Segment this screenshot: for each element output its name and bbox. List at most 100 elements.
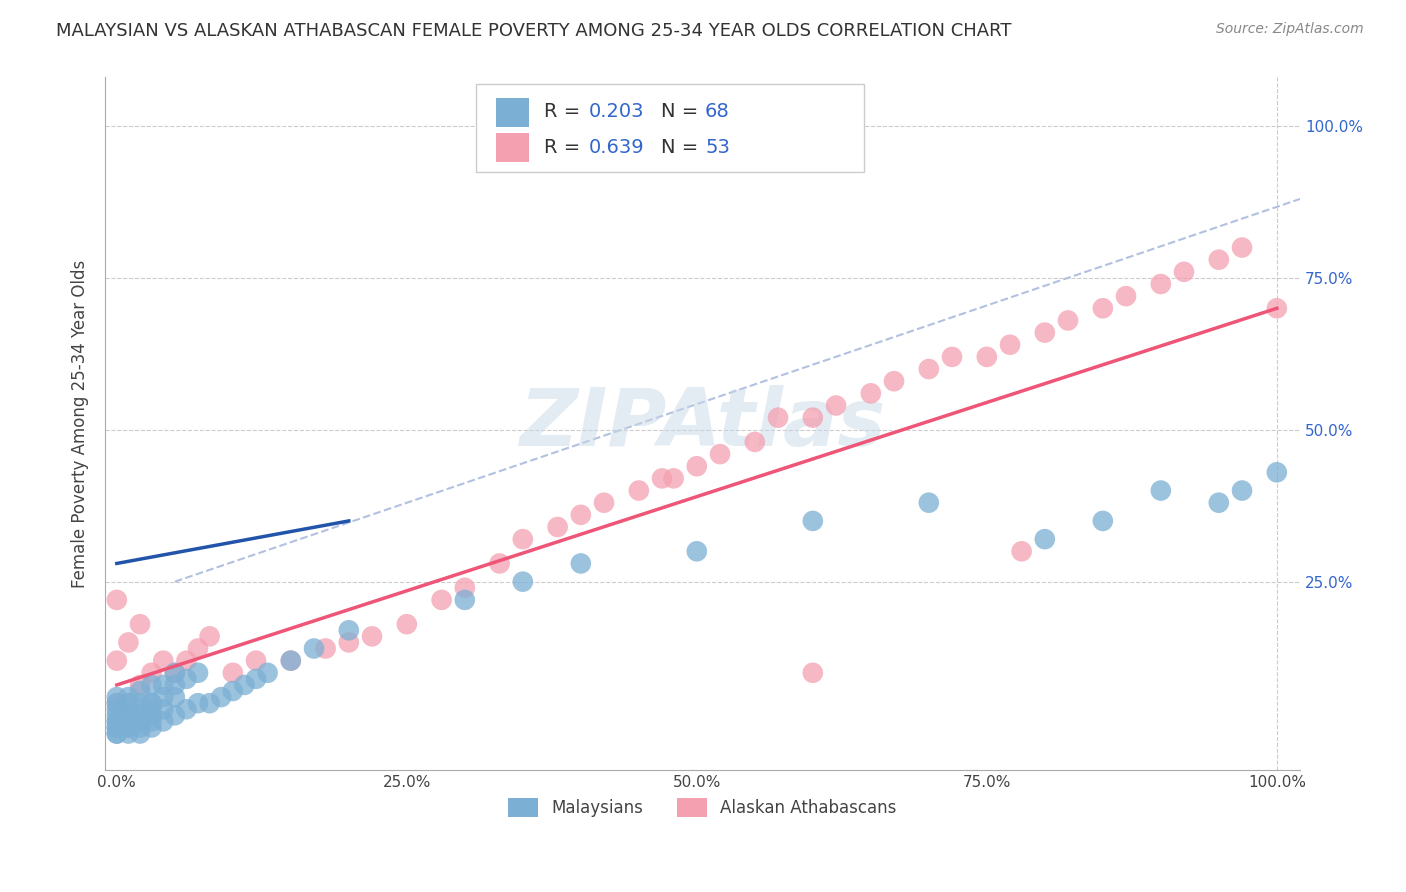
Point: [141, 696, 163, 710]
Point: [152, 702, 174, 716]
Point: [662, 471, 685, 485]
Point: [163, 708, 186, 723]
Point: [1091, 514, 1114, 528]
Point: [129, 702, 152, 716]
Point: [152, 690, 174, 704]
Point: [801, 665, 824, 680]
Point: [117, 690, 139, 704]
Point: [801, 514, 824, 528]
Point: [117, 708, 139, 723]
Point: [117, 708, 139, 723]
Text: R =: R =: [544, 102, 586, 121]
Point: [163, 690, 186, 704]
Point: [105, 593, 128, 607]
Point: [117, 726, 139, 740]
Point: [187, 696, 209, 710]
Point: [1150, 277, 1173, 291]
Point: [163, 665, 186, 680]
Point: [547, 520, 569, 534]
Point: [129, 721, 152, 735]
Point: [1265, 466, 1288, 480]
Point: [105, 714, 128, 729]
Point: [187, 641, 209, 656]
Point: [141, 696, 163, 710]
Text: N =: N =: [661, 102, 704, 121]
Point: [744, 434, 766, 449]
Point: [1150, 483, 1173, 498]
Point: [152, 654, 174, 668]
Point: [256, 665, 278, 680]
Point: [129, 696, 152, 710]
Point: [280, 654, 302, 668]
Point: [302, 641, 325, 656]
Point: [825, 399, 848, 413]
Point: [766, 410, 789, 425]
Point: [337, 624, 360, 638]
Point: [105, 696, 128, 710]
Point: [488, 557, 510, 571]
Point: [152, 714, 174, 729]
Text: R =: R =: [544, 138, 586, 157]
Point: [883, 374, 905, 388]
Point: [918, 362, 941, 376]
Y-axis label: Female Poverty Among 25-34 Year Olds: Female Poverty Among 25-34 Year Olds: [72, 260, 89, 588]
Point: [1033, 326, 1056, 340]
Point: [233, 678, 256, 692]
Point: [569, 508, 592, 522]
Point: [105, 721, 128, 735]
Point: [361, 629, 384, 643]
Point: [1091, 301, 1114, 316]
Point: [105, 708, 128, 723]
Point: [129, 714, 152, 729]
Point: [1115, 289, 1137, 303]
Point: [105, 654, 128, 668]
Point: [105, 726, 128, 740]
Point: [651, 471, 673, 485]
Point: [105, 714, 128, 729]
Point: [998, 337, 1021, 351]
Point: [117, 635, 139, 649]
Point: [198, 696, 221, 710]
Point: [430, 593, 453, 607]
Point: [141, 678, 163, 692]
Point: [105, 696, 128, 710]
Point: [222, 684, 245, 698]
Point: [141, 714, 163, 729]
Text: 53: 53: [704, 138, 730, 157]
FancyBboxPatch shape: [496, 133, 530, 162]
Text: 0.639: 0.639: [589, 138, 645, 157]
Text: N =: N =: [661, 138, 704, 157]
Point: [209, 690, 232, 704]
Point: [1230, 483, 1253, 498]
Point: [280, 654, 302, 668]
Text: 0.203: 0.203: [589, 102, 644, 121]
Point: [627, 483, 650, 498]
Point: [129, 617, 152, 632]
Point: [454, 593, 477, 607]
Point: [176, 702, 198, 716]
Point: [117, 696, 139, 710]
Point: [198, 629, 221, 643]
Point: [245, 654, 267, 668]
Point: [1208, 252, 1230, 267]
Text: 68: 68: [704, 102, 730, 121]
Point: [141, 665, 163, 680]
Point: [152, 678, 174, 692]
Point: [1011, 544, 1033, 558]
Point: [222, 665, 245, 680]
Point: [105, 690, 128, 704]
Point: [918, 496, 941, 510]
FancyBboxPatch shape: [475, 84, 863, 172]
Legend: Malaysians, Alaskan Athabascans: Malaysians, Alaskan Athabascans: [502, 791, 904, 824]
Point: [105, 702, 128, 716]
Point: [1033, 532, 1056, 546]
Point: [686, 544, 709, 558]
Point: [117, 708, 139, 723]
Point: [941, 350, 963, 364]
Point: [593, 496, 616, 510]
Point: [117, 721, 139, 735]
Point: [569, 557, 592, 571]
Point: [1230, 241, 1253, 255]
Point: [129, 714, 152, 729]
Point: [1265, 301, 1288, 316]
